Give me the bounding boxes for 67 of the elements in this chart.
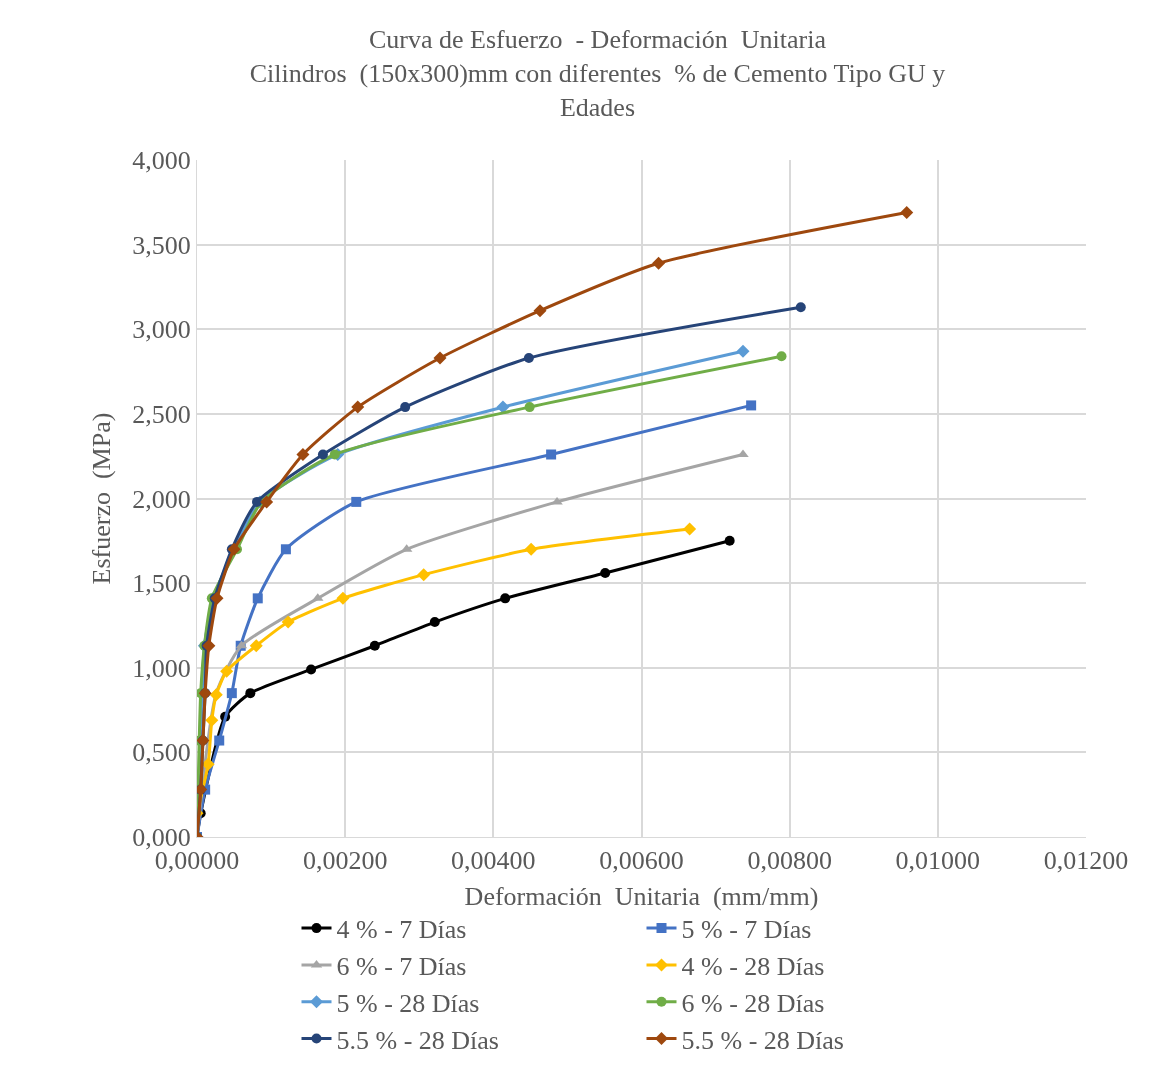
x-tick-label: 0,00800 — [747, 846, 832, 876]
point — [281, 615, 295, 629]
point — [500, 593, 511, 604]
point — [524, 542, 538, 556]
x-tick-label: 0,01200 — [1043, 846, 1129, 876]
x-tick-label: 0,00200 — [302, 846, 388, 876]
point — [900, 205, 914, 219]
point — [523, 353, 534, 364]
point — [252, 593, 263, 604]
point — [736, 344, 750, 358]
point — [776, 351, 787, 362]
legend-label: 4 % - 28 Días — [681, 952, 825, 982]
x-tick-label: 0,01000 — [895, 846, 981, 876]
point — [201, 757, 215, 771]
point — [533, 304, 547, 318]
y-tick-label: 0,500 — [132, 738, 191, 768]
legend-label: 5.5 % - 28 Días — [336, 1025, 499, 1055]
point — [400, 402, 411, 413]
y-tick-label: 3,500 — [132, 230, 191, 260]
point — [351, 400, 365, 414]
y-tick-label: 1,000 — [132, 653, 191, 683]
point — [369, 640, 380, 651]
point — [351, 496, 362, 507]
chart-title: Curva de Esfuerzo - Deformación Unitaria Cilindros (150x300)mm con diferentes % de Cemento Tipo GU y Edades — [249, 25, 946, 122]
point — [202, 639, 216, 653]
point — [249, 639, 263, 653]
point — [245, 688, 256, 699]
point — [524, 402, 535, 413]
y-tick-label: 1,500 — [132, 569, 191, 599]
point — [214, 735, 225, 746]
x-tick-label: 0,00400 — [451, 846, 536, 876]
point — [546, 449, 557, 460]
point — [205, 713, 219, 727]
point — [280, 544, 291, 555]
point — [306, 664, 317, 675]
point — [683, 522, 697, 536]
legend-label: 4 % - 7 Días — [336, 915, 467, 945]
point — [652, 256, 666, 270]
legend-label: 5 % - 28 Días — [336, 988, 480, 1018]
legend-label: 6 % - 7 Días — [336, 952, 467, 982]
point — [317, 449, 328, 460]
point — [329, 449, 340, 460]
point — [496, 400, 510, 414]
y-tick-label: 2,500 — [132, 399, 191, 429]
point — [429, 617, 440, 628]
y-tick-label: 3,000 — [132, 315, 191, 345]
point — [209, 688, 223, 702]
point — [336, 591, 350, 605]
x-tick-label: 0,00600 — [599, 846, 684, 876]
point — [551, 496, 563, 505]
legend-label: 5 % - 7 Días — [681, 915, 812, 945]
point — [746, 400, 757, 411]
point — [417, 568, 431, 582]
point — [226, 688, 237, 699]
x-axis-title: Deformación Unitaria (mm/mm) — [464, 881, 819, 911]
point — [433, 351, 447, 365]
point — [210, 591, 224, 605]
legend-label: 5.5 % - 28 Días — [681, 1025, 844, 1055]
y-tick-label: 2,000 — [132, 484, 191, 514]
point — [220, 664, 234, 678]
y-tick-label: 4,000 — [132, 146, 191, 176]
point — [724, 535, 735, 546]
legend-label: 6 % - 28 Días — [681, 988, 825, 1018]
point — [296, 448, 310, 461]
point — [600, 567, 611, 578]
y-axis-title: Esfuerzo (MPa) — [86, 412, 116, 585]
point — [795, 302, 806, 313]
